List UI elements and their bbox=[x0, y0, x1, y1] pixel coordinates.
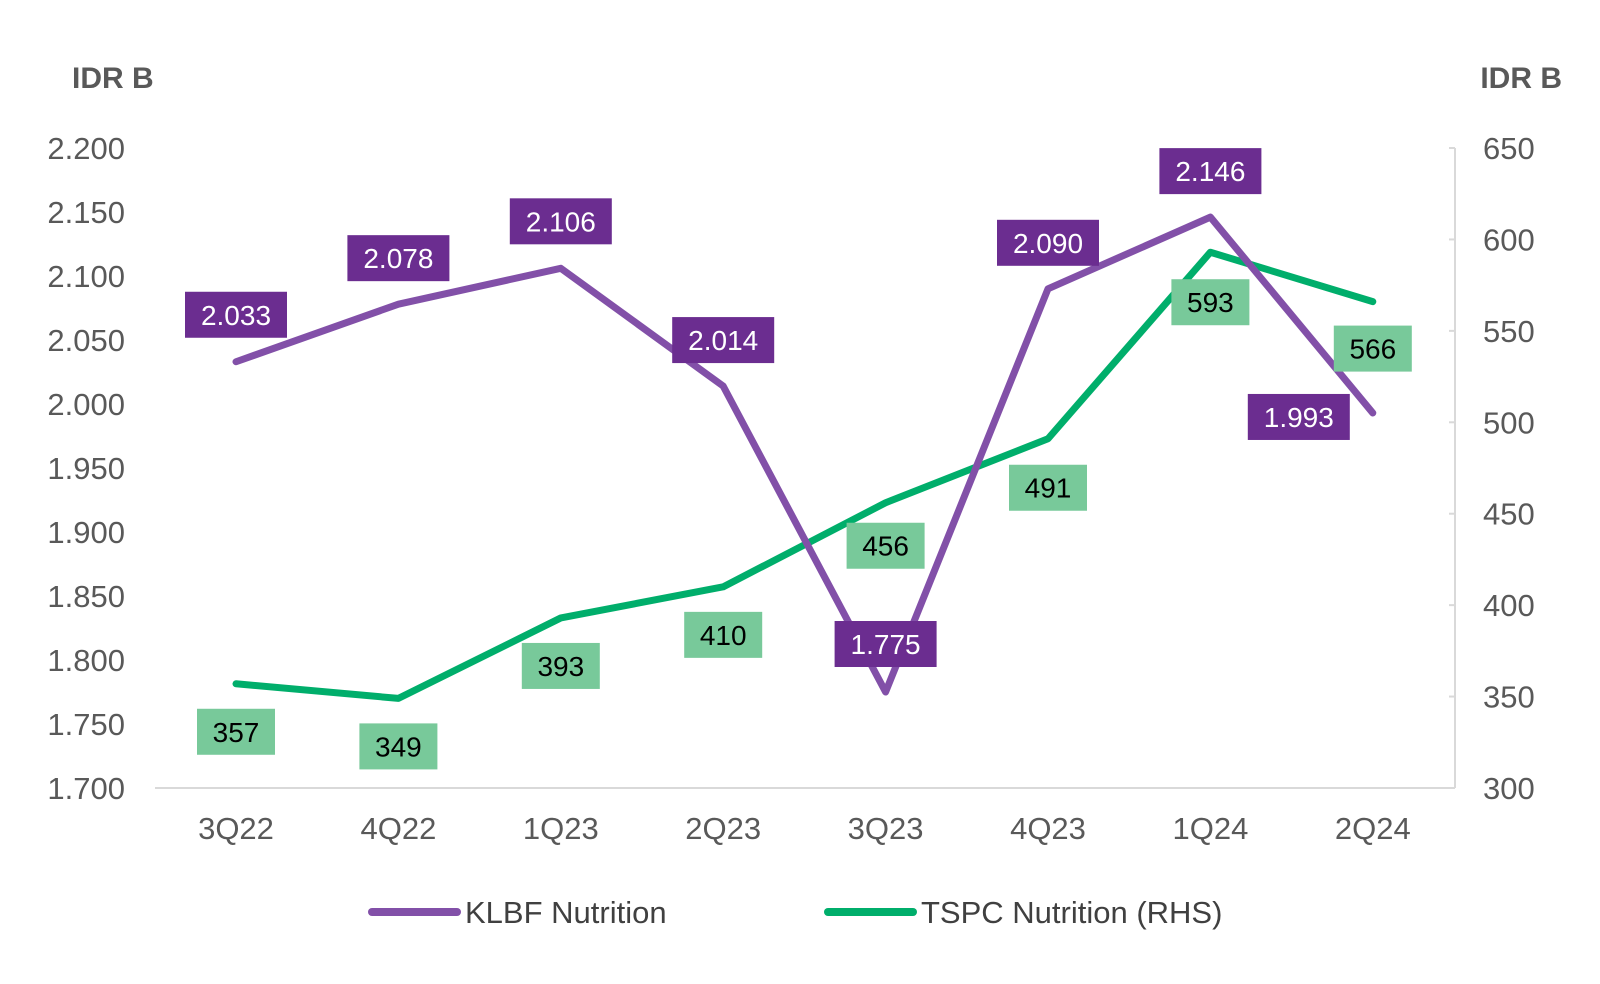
left-tick-label: 2.000 bbox=[47, 387, 125, 422]
data-label-box bbox=[359, 723, 438, 770]
x-tick-label: 2Q23 bbox=[685, 811, 761, 846]
series-line-klbf bbox=[232, 213, 1377, 696]
data-label: 2.106 bbox=[526, 206, 596, 237]
left-tick-label: 2.200 bbox=[47, 131, 125, 166]
right-tick-label: 350 bbox=[1483, 680, 1535, 715]
data-label-box bbox=[1171, 279, 1250, 326]
data-label: 2.014 bbox=[688, 325, 758, 356]
left-tick-label: 1.800 bbox=[47, 643, 125, 678]
data-label: 2.090 bbox=[1013, 228, 1083, 259]
legend: KLBF Nutrition TSPC Nutrition (RHS) bbox=[368, 895, 1222, 930]
data-label: 349 bbox=[375, 731, 422, 762]
data-label: 410 bbox=[700, 620, 747, 651]
left-tick-label: 2.100 bbox=[47, 259, 125, 294]
right-tick-label: 500 bbox=[1483, 405, 1535, 440]
data-label-box bbox=[1159, 148, 1262, 195]
left-tick-label: 1.900 bbox=[47, 515, 125, 550]
right-tick-label: 300 bbox=[1483, 771, 1535, 806]
data-label-box bbox=[185, 291, 287, 338]
data-label: 2.146 bbox=[1175, 156, 1245, 187]
left-tick-label: 1.750 bbox=[47, 707, 125, 742]
right-tick-label: 550 bbox=[1483, 314, 1535, 349]
data-label: 1.993 bbox=[1264, 402, 1334, 433]
legend-label-klbf: KLBF Nutrition bbox=[465, 895, 667, 930]
left-tick-label: 1.700 bbox=[47, 771, 125, 806]
legend-label-tspc: TSPC Nutrition (RHS) bbox=[921, 895, 1222, 930]
left-tick-label: 2.050 bbox=[47, 323, 125, 358]
x-tick-label: 2Q24 bbox=[1335, 811, 1411, 846]
data-label: 1.775 bbox=[851, 629, 921, 660]
data-label-box bbox=[1247, 393, 1350, 440]
x-axis-ticks: 3Q22 4Q22 1Q23 2Q23 3Q23 4Q23 1Q24 2Q24 bbox=[198, 811, 1411, 846]
data-label: 2.078 bbox=[363, 243, 433, 274]
right-tick-label: 400 bbox=[1483, 588, 1535, 623]
data-label-box bbox=[1009, 464, 1087, 511]
left-axis-unit: IDR B bbox=[72, 62, 154, 95]
data-label-box bbox=[672, 317, 775, 364]
x-tick-label: 4Q23 bbox=[1010, 811, 1086, 846]
data-labels: 2.033 2.078 2.106 2.014 1.775 2.090 2.146 1.993… bbox=[185, 148, 1412, 770]
left-axis-ticks: 1.700 1.750 1.800 1.850 1.900 1.950 2.000 2.050… bbox=[47, 131, 125, 806]
data-label-box bbox=[197, 708, 275, 755]
data-label: 593 bbox=[1187, 287, 1234, 318]
data-label: 456 bbox=[862, 531, 909, 562]
data-label-box bbox=[684, 611, 763, 658]
data-label-box bbox=[521, 642, 600, 689]
right-tick-label: 650 bbox=[1483, 131, 1535, 166]
data-label: 357 bbox=[213, 717, 260, 748]
data-label-box bbox=[834, 621, 937, 667]
right-tick-label: 600 bbox=[1483, 222, 1535, 257]
data-label: 566 bbox=[1349, 334, 1396, 365]
data-label-box bbox=[509, 198, 612, 245]
data-label: 2.033 bbox=[201, 300, 271, 331]
data-label-box bbox=[846, 522, 925, 569]
right-tick-label: 450 bbox=[1483, 497, 1535, 532]
x-tick-label: 3Q22 bbox=[198, 811, 274, 846]
data-label-box bbox=[1333, 325, 1412, 372]
x-tick-label: 1Q23 bbox=[523, 811, 599, 846]
data-label-box bbox=[347, 235, 450, 282]
data-label: 491 bbox=[1025, 473, 1072, 504]
data-label: 393 bbox=[537, 651, 584, 682]
right-axis-ticks: 300 350 400 450 500 550 600 650 bbox=[1449, 131, 1535, 806]
x-tick-label: 4Q22 bbox=[360, 811, 436, 846]
right-axis-unit: IDR B bbox=[1480, 62, 1562, 95]
left-tick-label: 1.850 bbox=[47, 579, 125, 614]
left-tick-label: 1.950 bbox=[47, 451, 125, 486]
x-tick-label: 1Q24 bbox=[1172, 811, 1248, 846]
x-tick-label: 3Q23 bbox=[848, 811, 924, 846]
data-label-box bbox=[997, 219, 1099, 266]
left-tick-label: 2.150 bbox=[47, 195, 125, 230]
